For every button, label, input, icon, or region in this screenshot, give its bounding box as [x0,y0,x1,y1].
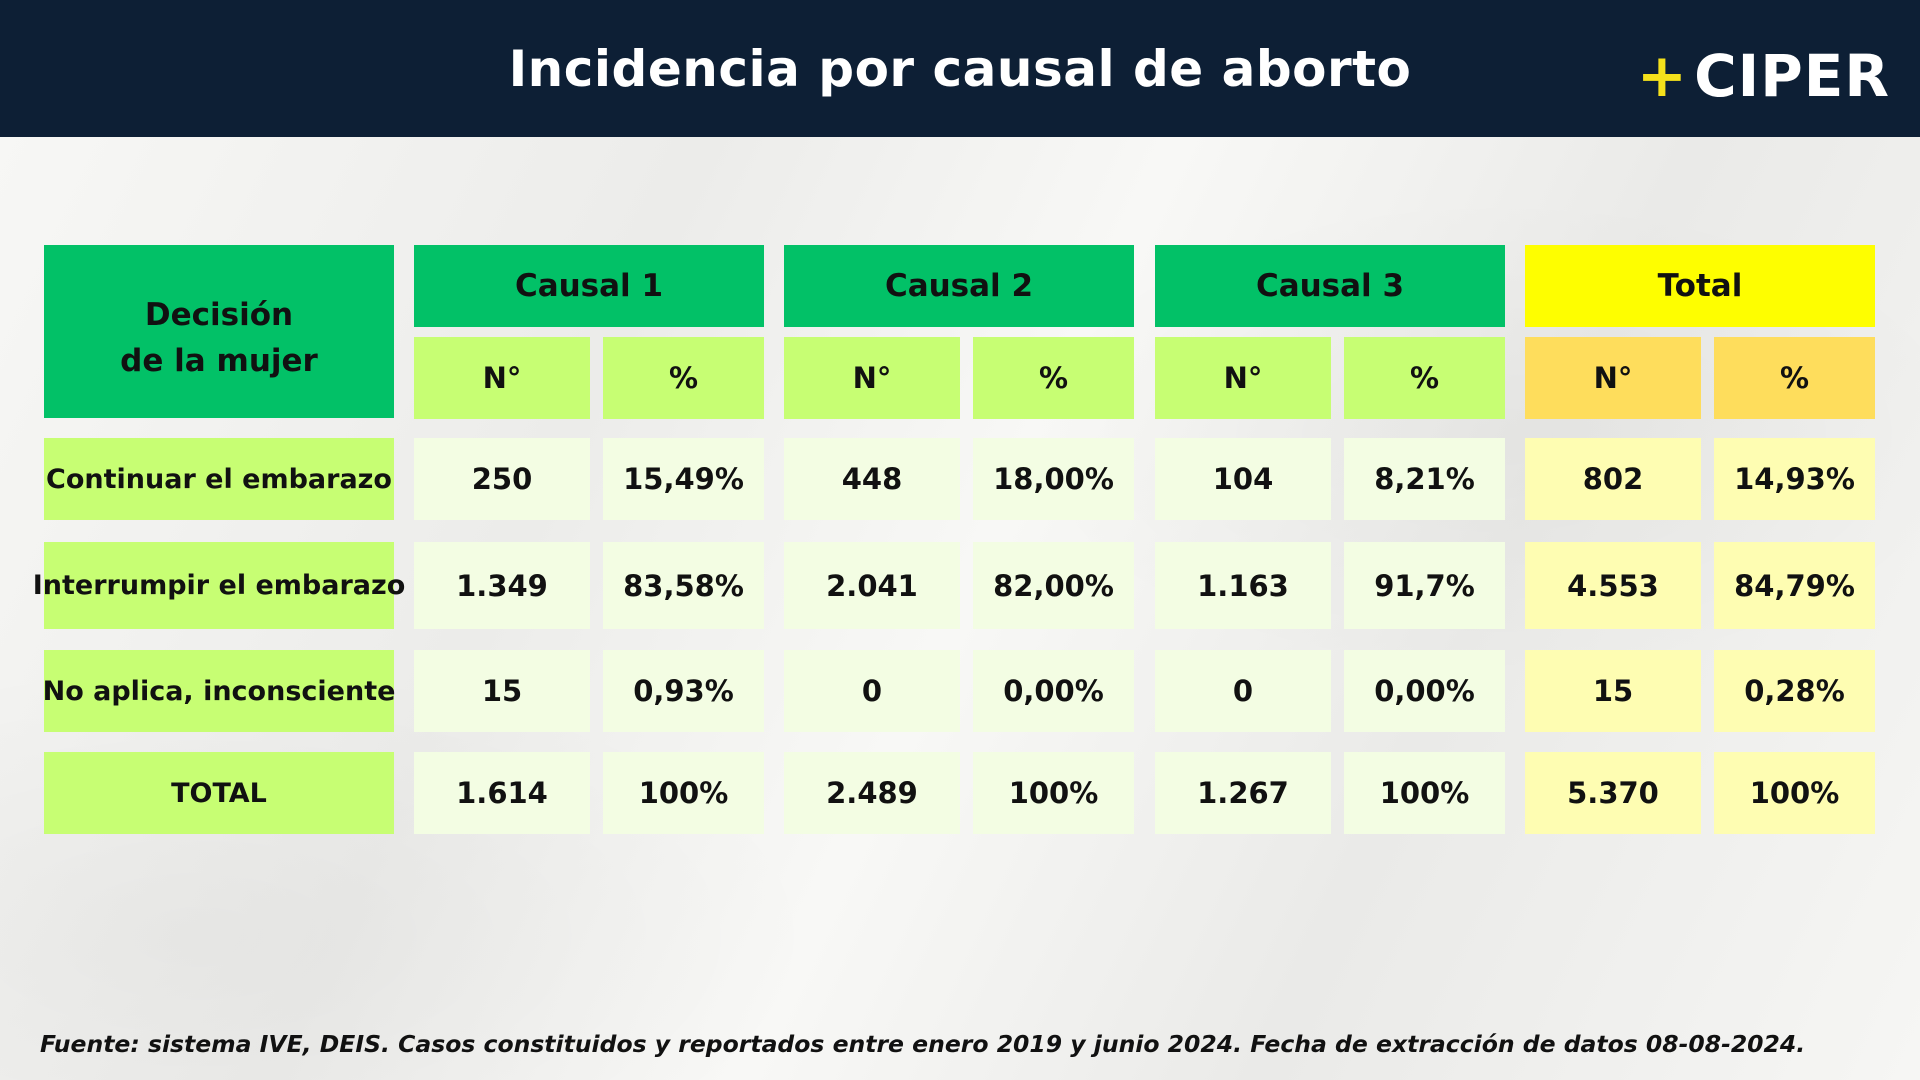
corner-header: Decisión de la mujer [44,245,394,418]
page-title: Incidencia por causal de aborto [508,40,1412,98]
table-cell: 448 [784,438,960,520]
table-cell: 14,93% [1714,438,1875,520]
row-label: Continuar el embarazo [44,438,394,520]
table-cell: 18,00% [973,438,1134,520]
table-cell: 2.041 [784,542,960,629]
table-cell: 104 [1155,438,1331,520]
table-cell: 1.614 [414,752,590,834]
logo-plus-icon: + [1636,41,1689,111]
ciper-logo: + CIPER [1637,42,1890,110]
group-header-causal-3: Causal 3 [1155,245,1505,327]
table-cell: 84,79% [1714,542,1875,629]
subheader-count: N° [1525,337,1701,419]
table-cell: 1.267 [1155,752,1331,834]
subheader-percent: % [973,337,1134,419]
group-header-causal-1: Causal 1 [414,245,764,327]
group-header-causal-2: Causal 2 [784,245,1134,327]
table-cell: 83,58% [603,542,764,629]
table-cell: 0,00% [1344,650,1505,732]
table-cell: 2.489 [784,752,960,834]
table-cell: 0,00% [973,650,1134,732]
subheader-count: N° [414,337,590,419]
source-footnote: Fuente: sistema IVE, DEIS. Casos constit… [40,1030,1806,1058]
logo-text: CIPER [1694,42,1890,110]
row-label: Interrumpir el embarazo [33,542,405,629]
table-cell: 100% [1714,752,1875,834]
subheader-percent: % [603,337,764,419]
table-cell: 1.163 [1155,542,1331,629]
table-cell: 802 [1525,438,1701,520]
table-cell: 91,7% [1344,542,1505,629]
table-cell: 100% [603,752,764,834]
table-cell: 15 [414,650,590,732]
table-cell: 82,00% [973,542,1134,629]
table-cell: 4.553 [1525,542,1701,629]
table-cell: 1.349 [414,542,590,629]
subheader-percent: % [1344,337,1505,419]
subheader-count: N° [784,337,960,419]
row-label: TOTAL [44,752,394,834]
table-cell: 0 [784,650,960,732]
corner-header-line: Decisión [144,296,294,333]
subheader-percent: % [1714,337,1875,419]
subheader-count: N° [1155,337,1331,419]
table-cell: 100% [973,752,1134,834]
table-cell: 8,21% [1344,438,1505,520]
group-header-total: Total [1525,245,1875,327]
table-cell: 100% [1344,752,1505,834]
table-cell: 0 [1155,650,1331,732]
header-bar: Incidencia por causal de aborto + CIPER [0,0,1920,137]
table-cell: 15 [1525,650,1701,732]
corner-header-line: de la mujer [120,342,318,379]
table-cell: 250 [414,438,590,520]
row-label: No aplica, inconsciente [43,650,395,732]
table-cell: 0,93% [603,650,764,732]
table-cell: 15,49% [603,438,764,520]
table-cell: 5.370 [1525,752,1701,834]
table-cell: 0,28% [1714,650,1875,732]
